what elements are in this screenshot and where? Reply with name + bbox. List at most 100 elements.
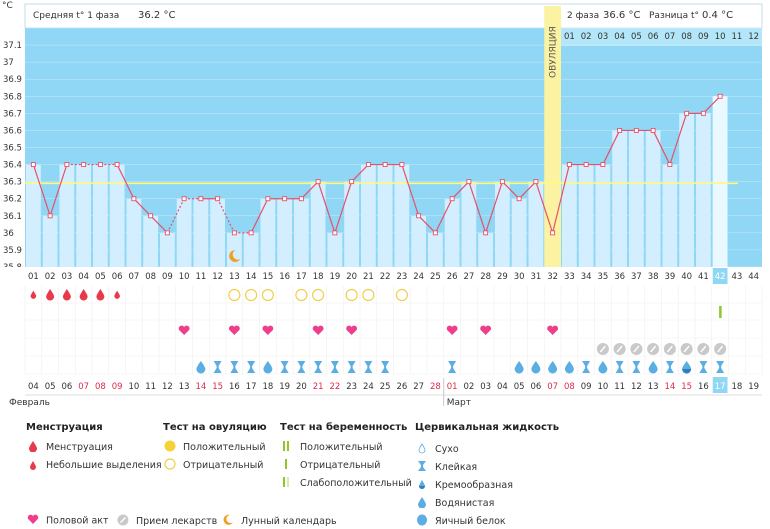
temperature-point xyxy=(700,110,706,116)
temperature-segment xyxy=(133,198,152,217)
day-label: 25 xyxy=(430,272,441,282)
legend-preg-neg: Отрицательный xyxy=(280,458,380,473)
temperature-bar xyxy=(645,130,661,267)
cervical-creamy-base xyxy=(682,369,692,374)
sex-heart xyxy=(446,325,458,335)
day-label: 35 xyxy=(597,272,608,282)
temperature-segment xyxy=(602,130,621,165)
temperature-point xyxy=(466,179,472,185)
menstruation-drop xyxy=(79,289,88,301)
temperature-bar xyxy=(210,198,225,267)
day-row xyxy=(0,267,770,285)
ovulation-test-negative xyxy=(395,288,408,302)
date-label: 22 xyxy=(329,382,340,392)
legend-preg-weak-label: Слабоположительный xyxy=(300,478,412,489)
date-label: 26 xyxy=(396,382,407,392)
phase2-day-label: 01 xyxy=(564,32,575,42)
temperature-bar xyxy=(679,113,694,267)
temperature-point xyxy=(533,179,539,185)
temperature-bar xyxy=(93,164,108,267)
date-label: 10 xyxy=(597,382,608,392)
day-label: 31 xyxy=(530,272,541,282)
legend-moon: Лунный календарь xyxy=(221,514,337,529)
date-label: 28 xyxy=(430,382,441,392)
cervical-watery xyxy=(263,361,273,374)
date-label: 18 xyxy=(262,382,273,392)
day-label: 34 xyxy=(581,272,592,282)
legend-sex: Половой акт xyxy=(26,514,109,528)
legend-ovul-neg-label: Отрицательный xyxy=(183,460,264,471)
temperature-point xyxy=(416,213,422,219)
date-label: 09 xyxy=(112,382,123,392)
date-label: 21 xyxy=(313,382,324,392)
date-label: 09 xyxy=(581,382,592,392)
day-label: 26 xyxy=(447,272,458,282)
date-label: 24 xyxy=(363,382,374,392)
cervical-sticky xyxy=(247,361,256,373)
temperature-point xyxy=(516,196,522,202)
day-label: 18 xyxy=(313,272,324,282)
temperature-bar xyxy=(528,181,544,267)
y-tick-label: 36.9 xyxy=(3,75,22,85)
phase2-day-label: 03 xyxy=(597,32,608,42)
temperature-bar xyxy=(478,232,493,267)
legend-cerv-eggwhite: Яичный белок xyxy=(415,514,506,529)
day-label: 02 xyxy=(45,272,56,282)
unit-label: °C xyxy=(2,1,13,11)
phase2-value: 36.6 °C xyxy=(603,10,640,21)
cervical-watery xyxy=(514,361,524,374)
temperature-point xyxy=(248,230,254,236)
cervical-dry-icon xyxy=(415,442,429,457)
drop-small-icon xyxy=(26,458,40,473)
cervical-sticky xyxy=(280,361,289,373)
phase2-day-label: 12 xyxy=(748,32,759,42)
day-label: 03 xyxy=(61,272,72,282)
date-label: 01 xyxy=(447,382,458,392)
day-label: 36 xyxy=(614,272,625,282)
day-label: 22 xyxy=(380,272,391,282)
day-label: 05 xyxy=(95,272,106,282)
day-label: 37 xyxy=(631,272,642,282)
ovulation-column xyxy=(544,6,561,267)
temperature-point xyxy=(265,196,271,202)
temperature-bar xyxy=(42,215,58,267)
cervical-watery-icon xyxy=(415,496,429,511)
y-tick-label: 36.8 xyxy=(3,92,22,102)
temperature-segment xyxy=(434,198,453,234)
day-label: 07 xyxy=(128,272,139,282)
legend-preg-head: Тест на беременность xyxy=(280,422,408,433)
legend-medicine: Прием лекарств xyxy=(116,514,217,529)
temperature-bar xyxy=(361,164,376,267)
temperature-segment xyxy=(351,164,369,183)
date-label: 04 xyxy=(497,382,508,392)
phase2-day-label: 04 xyxy=(614,32,625,42)
medicine-pill-stroke xyxy=(599,345,606,353)
temperature-point xyxy=(282,196,288,202)
temperature-point xyxy=(449,196,455,202)
day-label: 42 xyxy=(715,272,726,282)
day-label: 01 xyxy=(28,272,39,282)
temperature-bar xyxy=(461,181,477,267)
temperature-segment xyxy=(652,130,671,165)
legend-spotting: Небольшие выделения xyxy=(26,458,162,473)
temperature-bar xyxy=(595,164,611,267)
pregnancy-test-positive xyxy=(719,306,722,318)
ovulation-test-negative xyxy=(295,288,308,302)
header-strip xyxy=(24,3,763,29)
date-label: 07 xyxy=(547,382,558,392)
date-label: 11 xyxy=(614,382,625,392)
phase2-day-label: 11 xyxy=(731,32,742,42)
legend-cerv-head: Цервикальная жидкость xyxy=(415,422,560,433)
sex-heart xyxy=(346,325,358,335)
legend-cerv-dry-label: Сухо xyxy=(435,444,459,455)
preg-positive-icon xyxy=(280,440,294,455)
legend-sex-label: Половой акт xyxy=(46,515,109,527)
temperature-segment xyxy=(317,181,336,234)
temperature-point xyxy=(382,162,388,168)
legend-ovul-pos: Положительный xyxy=(163,440,266,455)
date-label: 14 xyxy=(664,382,675,392)
cervical-watery xyxy=(531,361,541,374)
cervical-sticky xyxy=(364,361,373,373)
date-label: 14 xyxy=(195,382,206,392)
date-label: 06 xyxy=(61,382,72,392)
